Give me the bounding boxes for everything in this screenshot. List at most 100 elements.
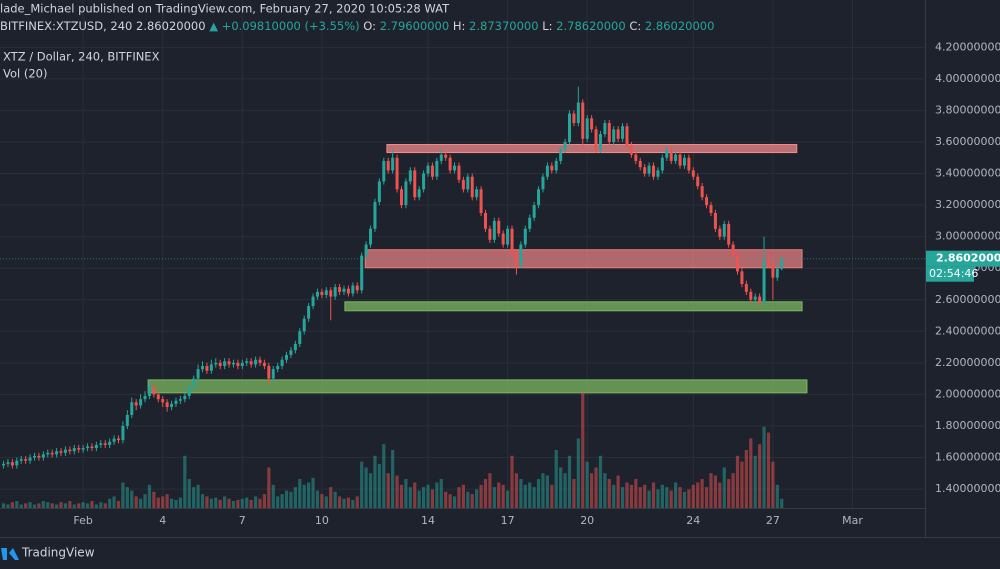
symbol-line: BITFINEX:XTZUSD, 240 2.86020000 ▲ +0.098… — [0, 19, 714, 33]
volume-bar — [643, 484, 647, 508]
candle-body — [258, 359, 262, 363]
candle-body — [81, 448, 85, 450]
volume-bar — [187, 479, 191, 508]
volume-bar — [519, 479, 523, 508]
volume-bar — [19, 504, 23, 508]
volume-bar — [550, 484, 554, 508]
volume-bar — [81, 502, 85, 508]
symbol: BITFINEX:XTZUSD, 240 — [0, 19, 132, 33]
volume-bar — [307, 482, 311, 508]
volume-bar — [718, 482, 722, 508]
volume-bar — [616, 475, 620, 508]
candle-body — [413, 170, 417, 198]
volume-bar — [24, 503, 28, 508]
volume-bar — [687, 489, 691, 508]
volume-bar — [315, 490, 320, 508]
candle-body — [652, 165, 656, 177]
candle-body — [550, 165, 554, 171]
volume-bar — [607, 479, 611, 508]
candle-body — [568, 113, 572, 142]
volume-bar — [267, 467, 271, 508]
volume-bar — [625, 482, 629, 508]
volume-bar — [634, 479, 638, 508]
volume-bar — [572, 479, 576, 508]
candle-body — [338, 287, 342, 292]
volume-bar — [722, 467, 726, 508]
zones — [147, 144, 808, 394]
candle-body — [161, 399, 165, 403]
volume-bar — [665, 487, 669, 508]
candle-body — [6, 462, 10, 464]
candle-body — [598, 134, 602, 150]
candle-body — [687, 157, 691, 171]
volume-bar — [143, 494, 147, 508]
volume-bar — [483, 479, 488, 508]
candle-body — [528, 217, 532, 229]
volume-bar — [72, 504, 76, 508]
candle-body — [130, 402, 134, 415]
x-tick-label: Mar — [842, 514, 863, 527]
volume-bar — [603, 473, 607, 508]
volume-bars — [1, 392, 784, 508]
candle-body — [386, 160, 390, 171]
price-label-text: 2.86020000 — [936, 252, 1000, 265]
volume-bar — [386, 473, 390, 508]
volume-bar — [514, 473, 519, 508]
volume-bar — [223, 496, 227, 508]
candle-body — [271, 369, 275, 379]
candle-body — [727, 224, 731, 245]
ohlc-value: 2.87370000 — [469, 19, 539, 33]
candle-body — [766, 260, 770, 266]
candle-body — [581, 102, 585, 139]
candle-body — [559, 149, 563, 161]
volume-bar — [435, 482, 439, 508]
volume-bar — [351, 499, 355, 508]
volume-bar — [6, 504, 10, 508]
volume-bar — [536, 479, 541, 508]
candle-body — [285, 354, 289, 360]
candle-body — [373, 201, 377, 229]
volume-bar — [545, 475, 549, 508]
candle-body — [77, 448, 81, 450]
volume-bar — [302, 484, 306, 508]
candle-body — [293, 343, 297, 351]
volume-bar — [329, 487, 333, 508]
candle-body — [214, 362, 218, 365]
candle-body — [68, 449, 72, 452]
candle-body — [32, 455, 36, 458]
volume-bar — [147, 484, 152, 508]
x-tick-label: 24 — [686, 514, 700, 527]
y-tick-label: 2.20000000 — [935, 356, 1000, 369]
volume-bar — [32, 504, 37, 508]
volume-bar — [236, 499, 240, 508]
volume-bar — [245, 497, 249, 508]
candle-body — [643, 167, 647, 174]
candle-body — [780, 258, 784, 269]
candle-body — [479, 189, 483, 213]
volume-bar — [134, 496, 138, 508]
candle-body — [112, 438, 116, 442]
candle-body — [603, 123, 607, 135]
legend-volume: Vol (20) — [3, 67, 47, 81]
candle-body — [302, 318, 306, 332]
candle-body — [554, 160, 558, 171]
ohlc-value: 2.86020000 — [645, 19, 715, 33]
volume-bar — [320, 494, 324, 508]
volume-bar — [479, 484, 483, 508]
candle-body — [395, 157, 399, 190]
y-tick-label: 1.60000000 — [935, 451, 1000, 464]
volume-bar — [205, 496, 209, 508]
candle-body — [422, 173, 426, 190]
volume-bar — [218, 499, 222, 508]
candle-body — [19, 459, 23, 461]
volume-bar — [324, 496, 328, 508]
candle-body — [218, 362, 222, 367]
volume-bar — [377, 463, 381, 508]
volume-bar — [342, 498, 346, 508]
volume-bar — [749, 438, 753, 508]
volume-bar — [501, 484, 505, 508]
x-tick-label: 14 — [421, 514, 435, 527]
zone — [344, 301, 803, 312]
candle-body — [187, 386, 191, 396]
zone — [386, 144, 798, 154]
